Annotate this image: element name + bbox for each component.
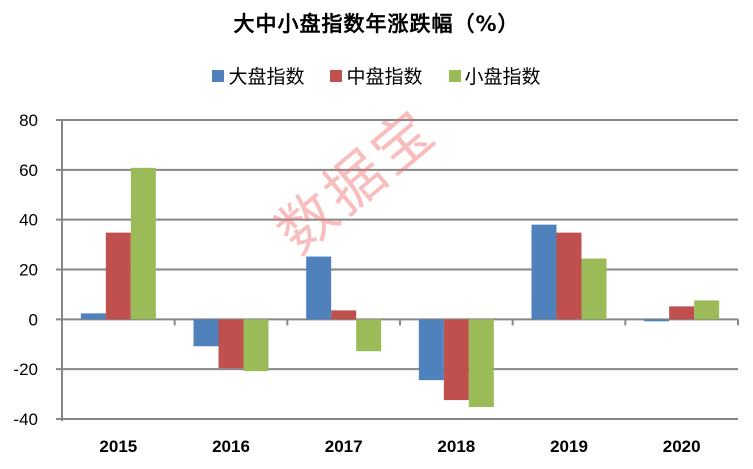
bar <box>556 232 582 320</box>
bar <box>418 319 444 381</box>
legend-item-large-cap: 大盘指数 <box>212 62 304 89</box>
bar <box>468 319 494 408</box>
legend-label-large-cap: 大盘指数 <box>228 66 305 88</box>
legend-swatch-large-cap <box>212 69 225 82</box>
bar <box>581 258 607 320</box>
bar <box>105 232 131 320</box>
bar <box>193 319 219 347</box>
x-tick-label: 2016 <box>212 437 250 456</box>
y-tick-label: 80 <box>19 111 38 130</box>
legend-swatch-small-cap <box>448 69 461 82</box>
chart-title: 大中小盘指数年涨跌幅（%） <box>233 12 520 36</box>
x-tick-label: 2015 <box>99 437 137 456</box>
chart-legend: 大盘指数 中盘指数 小盘指数 <box>0 62 753 89</box>
x-tick-label: 2020 <box>663 437 701 456</box>
y-tick-label: 40 <box>19 211 38 230</box>
bar <box>694 300 720 320</box>
y-tick-label: 0 <box>29 310 38 329</box>
bar <box>356 319 382 352</box>
y-tick-label: 20 <box>19 261 38 280</box>
bar <box>306 256 332 320</box>
bar <box>80 313 106 320</box>
bar <box>443 319 469 401</box>
x-tick-label: 2019 <box>550 437 588 456</box>
legend-label-mid-cap: 中盘指数 <box>346 66 423 88</box>
x-tick-label: 2018 <box>437 437 475 456</box>
bar <box>531 224 557 320</box>
bar <box>644 319 670 322</box>
bar <box>243 319 269 372</box>
x-tick-label: 2017 <box>325 437 363 456</box>
legend-label-small-cap: 小盘指数 <box>464 66 541 88</box>
bar <box>218 319 244 369</box>
legend-item-mid-cap: 中盘指数 <box>330 62 423 89</box>
bar <box>130 167 156 320</box>
y-tick-label: -40 <box>13 410 38 429</box>
bar <box>331 310 357 320</box>
legend-item-small-cap: 小盘指数 <box>448 62 541 89</box>
legend-swatch-mid-cap <box>330 69 343 82</box>
bar <box>669 306 695 320</box>
y-tick-label: -20 <box>13 360 38 379</box>
y-tick-label: 60 <box>19 161 38 180</box>
